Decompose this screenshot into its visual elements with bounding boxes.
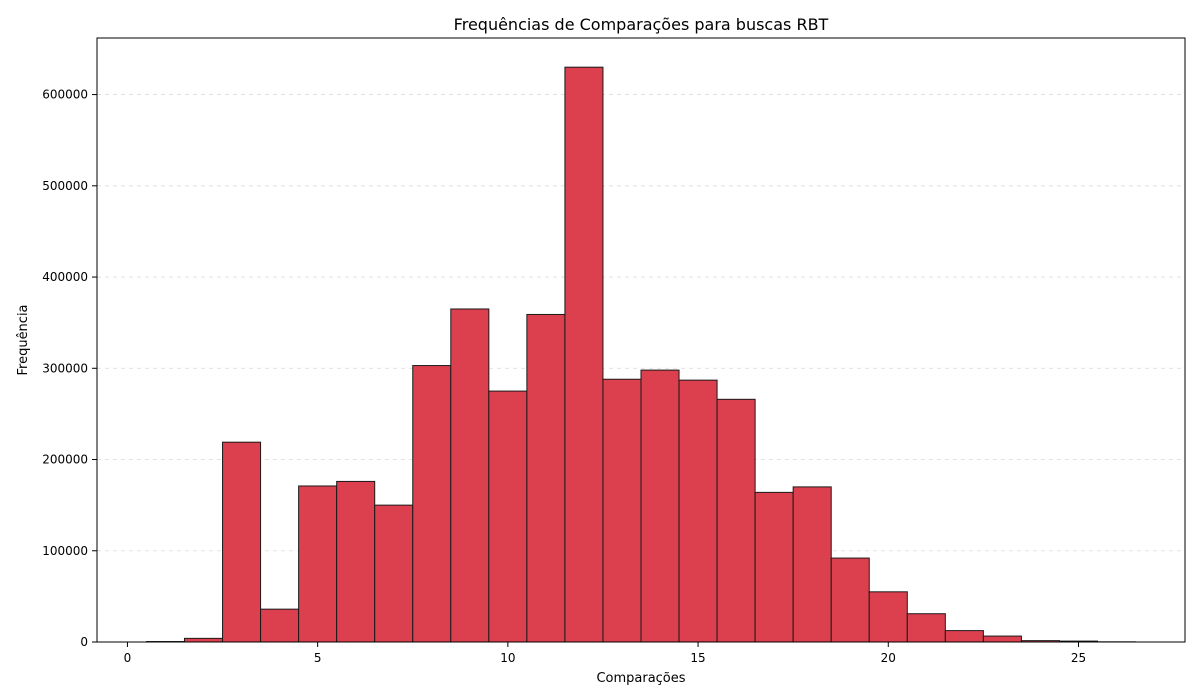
bar-10 bbox=[488, 390, 528, 643]
bar-15 bbox=[678, 379, 718, 643]
bar-3 bbox=[222, 441, 262, 643]
y-axis-ticks: 0 100000 200000 300000 400000 500000 600000 bbox=[42, 88, 97, 649]
chart-title: Frequências de Comparações para buscas R… bbox=[454, 15, 829, 34]
y-tick-label-600000: 600000 bbox=[42, 88, 88, 102]
y-tick-label-500000: 500000 bbox=[42, 179, 88, 193]
x-tick-label-15: 15 bbox=[690, 651, 705, 665]
x-tick-label-0: 0 bbox=[124, 651, 132, 665]
bar-8 bbox=[412, 365, 452, 643]
y-tick-label-300000: 300000 bbox=[42, 361, 88, 375]
x-tick-label-20: 20 bbox=[881, 651, 896, 665]
bar-2 bbox=[183, 637, 224, 643]
x-axis-ticks: 0 5 10 15 20 25 bbox=[124, 642, 1086, 665]
bar-4 bbox=[260, 608, 300, 643]
y-tick-label-100000: 100000 bbox=[42, 544, 88, 558]
bar-19 bbox=[830, 557, 870, 643]
bar-17 bbox=[754, 491, 794, 643]
bars bbox=[145, 66, 1137, 643]
bar-21 bbox=[906, 613, 946, 643]
bar-20 bbox=[868, 591, 908, 643]
y-tick-label-200000: 200000 bbox=[42, 453, 88, 467]
bar-12 bbox=[564, 66, 604, 643]
bar-9 bbox=[450, 308, 490, 643]
x-tick-label-5: 5 bbox=[314, 651, 322, 665]
bar-11 bbox=[526, 313, 566, 643]
plot-frame bbox=[96, 37, 1186, 643]
bar-23 bbox=[982, 635, 1022, 643]
y-axis-label: Frequência bbox=[16, 304, 31, 375]
bar-16 bbox=[716, 398, 756, 643]
y-tick-label-0: 0 bbox=[80, 635, 88, 649]
bar-22 bbox=[944, 630, 984, 643]
bar-6 bbox=[336, 480, 376, 643]
x-axis-label: Comparações bbox=[596, 671, 685, 686]
bar-14 bbox=[640, 369, 680, 643]
bar-5 bbox=[298, 485, 338, 643]
y-tick-label-400000: 400000 bbox=[42, 270, 88, 284]
x-tick-label-25: 25 bbox=[1071, 651, 1086, 665]
bar-18 bbox=[792, 486, 832, 643]
bar-7 bbox=[374, 504, 414, 643]
bar-13 bbox=[602, 378, 642, 643]
x-tick-label-10: 10 bbox=[500, 651, 515, 665]
